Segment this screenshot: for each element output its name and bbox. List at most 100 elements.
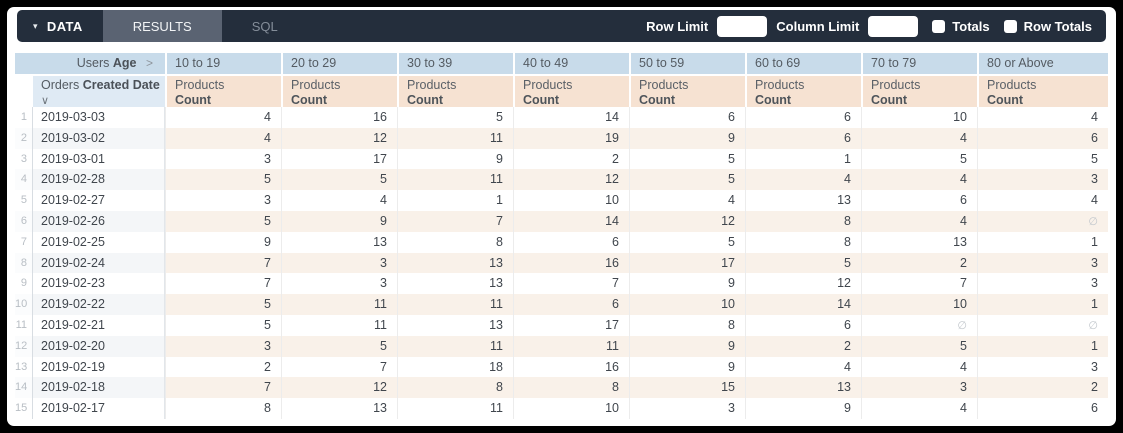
value-cell[interactable]: 1 — [977, 231, 1108, 253]
value-cell[interactable]: 10 — [861, 294, 977, 315]
date-cell[interactable]: 2019-03-01 — [33, 148, 165, 170]
value-cell[interactable]: 6 — [629, 107, 745, 128]
value-cell[interactable]: 1 — [397, 190, 513, 211]
value-cell[interactable]: 13 — [281, 398, 397, 419]
value-cell[interactable]: 8 — [397, 377, 513, 399]
tab-results[interactable]: RESULTS — [102, 10, 222, 42]
value-cell[interactable]: 7 — [165, 377, 281, 399]
value-cell[interactable]: 13 — [745, 377, 861, 399]
value-cell[interactable]: 9 — [629, 356, 745, 378]
value-cell[interactable]: 2 — [165, 356, 281, 378]
value-cell[interactable]: 3 — [165, 335, 281, 357]
value-cell[interactable]: 12 — [281, 127, 397, 149]
value-cell[interactable]: 4 — [861, 398, 977, 419]
value-cell[interactable]: 3 — [977, 356, 1108, 378]
value-cell[interactable]: 13 — [397, 314, 513, 336]
value-cell[interactable]: 8 — [397, 231, 513, 253]
value-cell[interactable]: 4 — [629, 190, 745, 211]
date-cell[interactable]: 2019-02-23 — [33, 273, 165, 295]
value-cell[interactable]: ∅ — [977, 314, 1108, 336]
value-cell[interactable]: 4 — [861, 210, 977, 232]
value-cell[interactable]: 18 — [397, 356, 513, 378]
value-cell[interactable]: 5 — [165, 294, 281, 315]
date-cell[interactable]: 2019-03-03 — [33, 107, 165, 128]
value-cell[interactable]: 7 — [861, 273, 977, 295]
value-cell[interactable]: 7 — [513, 273, 629, 295]
column-limit-input[interactable] — [868, 15, 919, 37]
date-cell[interactable]: 2019-02-24 — [33, 252, 165, 274]
value-cell[interactable]: 8 — [513, 377, 629, 399]
value-cell[interactable]: 3 — [977, 273, 1108, 295]
value-cell[interactable]: 7 — [397, 210, 513, 232]
value-cell[interactable]: 5 — [165, 314, 281, 336]
value-cell[interactable]: 10 — [513, 190, 629, 211]
value-cell[interactable]: 17 — [629, 252, 745, 274]
value-cell[interactable]: 2 — [977, 377, 1108, 399]
date-cell[interactable]: 2019-03-02 — [33, 127, 165, 149]
value-cell[interactable]: 11 — [281, 294, 397, 315]
value-cell[interactable]: 13 — [281, 231, 397, 253]
value-cell[interactable]: 1 — [977, 294, 1108, 315]
value-cell[interactable]: 14 — [513, 107, 629, 128]
value-cell[interactable]: 5 — [165, 169, 281, 191]
date-cell[interactable]: 2019-02-17 — [33, 398, 165, 419]
value-cell[interactable]: 10 — [861, 107, 977, 128]
value-cell[interactable]: 3 — [977, 169, 1108, 191]
pivot-column-header[interactable]: 60 to 69 — [745, 53, 861, 76]
value-cell[interactable]: 7 — [165, 273, 281, 295]
value-cell[interactable]: 8 — [629, 314, 745, 336]
value-cell[interactable]: 5 — [861, 148, 977, 170]
value-cell[interactable]: 6 — [977, 398, 1108, 419]
value-cell[interactable]: 2 — [861, 252, 977, 274]
value-cell[interactable]: 14 — [513, 210, 629, 232]
pivot-column-header[interactable]: 80 or Above — [977, 53, 1108, 76]
measure-header[interactable]: Products Count — [281, 76, 397, 107]
totals-checkbox[interactable] — [932, 19, 946, 33]
value-cell[interactable]: 5 — [977, 148, 1108, 170]
measure-header[interactable]: Products Count — [513, 76, 629, 107]
measure-header[interactable]: Products Count — [165, 76, 281, 107]
value-cell[interactable]: ∅ — [861, 314, 977, 336]
value-cell[interactable]: 9 — [629, 273, 745, 295]
pivot-corner-header[interactable]: Users Age > — [15, 53, 165, 76]
value-cell[interactable]: 10 — [629, 294, 745, 315]
date-cell[interactable]: 2019-02-25 — [33, 231, 165, 253]
value-cell[interactable]: 5 — [861, 335, 977, 357]
value-cell[interactable]: 3 — [861, 377, 977, 399]
value-cell[interactable]: 2 — [513, 148, 629, 170]
value-cell[interactable]: 4 — [745, 356, 861, 378]
value-cell[interactable]: 9 — [397, 148, 513, 170]
value-cell[interactable]: 5 — [629, 169, 745, 191]
value-cell[interactable]: 12 — [745, 273, 861, 295]
value-cell[interactable]: 17 — [513, 314, 629, 336]
value-cell[interactable]: 14 — [745, 294, 861, 315]
value-cell[interactable]: 4 — [861, 127, 977, 149]
date-cell[interactable]: 2019-02-21 — [33, 314, 165, 336]
value-cell[interactable]: 12 — [281, 377, 397, 399]
value-cell[interactable]: 16 — [513, 252, 629, 274]
value-cell[interactable]: 6 — [977, 127, 1108, 149]
value-cell[interactable]: 1 — [745, 148, 861, 170]
measure-header[interactable]: Products Count — [745, 76, 861, 107]
value-cell[interactable]: 16 — [513, 356, 629, 378]
row-totals-toggle[interactable]: Row Totals — [1003, 19, 1092, 34]
measure-header[interactable]: Products Count — [629, 76, 745, 107]
date-cell[interactable]: 2019-02-27 — [33, 190, 165, 211]
value-cell[interactable]: 11 — [281, 314, 397, 336]
value-cell[interactable]: 6 — [745, 314, 861, 336]
totals-toggle[interactable]: Totals — [932, 19, 990, 34]
value-cell[interactable]: 4 — [165, 107, 281, 128]
value-cell[interactable]: 17 — [281, 148, 397, 170]
dimension-header[interactable]: Orders Created Date ∨ — [33, 76, 165, 107]
row-totals-checkbox[interactable] — [1003, 19, 1017, 33]
value-cell[interactable]: 4 — [165, 127, 281, 149]
value-cell[interactable]: 13 — [397, 252, 513, 274]
value-cell[interactable]: 8 — [745, 210, 861, 232]
value-cell[interactable]: 3 — [165, 190, 281, 211]
value-cell[interactable]: 4 — [861, 169, 977, 191]
value-cell[interactable]: 5 — [629, 148, 745, 170]
value-cell[interactable]: 13 — [397, 273, 513, 295]
value-cell[interactable]: 5 — [281, 335, 397, 357]
value-cell[interactable]: 12 — [629, 210, 745, 232]
value-cell[interactable]: 3 — [165, 148, 281, 170]
